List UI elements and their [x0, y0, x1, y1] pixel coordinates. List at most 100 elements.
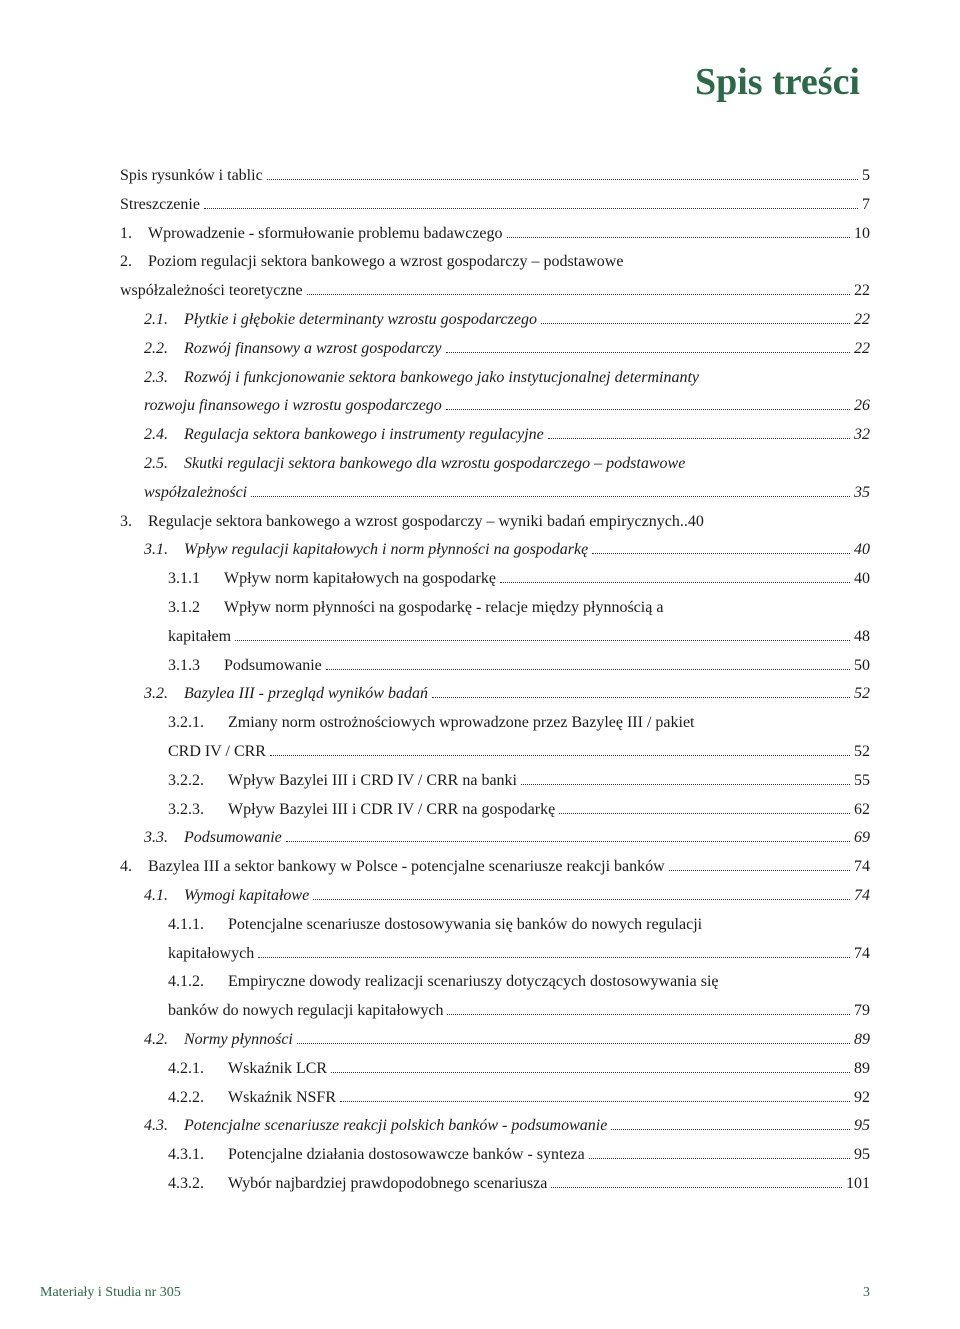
toc-text: kapitałowych — [168, 942, 254, 967]
toc-leader — [446, 409, 850, 410]
page-title: Spis treści — [120, 60, 860, 104]
toc-text: Podsumowanie — [224, 654, 322, 679]
toc-leader — [326, 669, 850, 670]
toc-entry: 3.1. Wpływ regulacji kapitałowych i norm… — [120, 538, 870, 563]
toc-entry: 4.1.1. Potencjalne scenariusze dostosowy… — [120, 913, 870, 938]
toc-entry: Streszczenie 7 — [120, 193, 870, 218]
toc-leader — [297, 1043, 850, 1044]
toc-page-number: 50 — [854, 654, 870, 679]
toc-page-number: 69 — [854, 826, 870, 851]
toc-number: 2.2. — [144, 337, 184, 362]
toc-text: współzależności teoretyczne — [120, 279, 303, 304]
toc-page-number: 101 — [846, 1172, 870, 1197]
toc-entry: 4.3.2. Wybór najbardziej prawdopodobnego… — [120, 1172, 870, 1197]
toc-number: 3.1.3 — [168, 654, 224, 679]
toc-number: 3.2.2. — [168, 769, 228, 794]
toc-leader — [251, 496, 850, 497]
toc-page-number: 89 — [854, 1028, 870, 1053]
toc-page-number: 22 — [854, 279, 870, 304]
toc-page-number: 74 — [854, 884, 870, 909]
toc-entry: 2.2. Rozwój finansowy a wzrost gospodarc… — [120, 337, 870, 362]
toc-page-number: 55 — [854, 769, 870, 794]
toc-entry: rozwoju finansowego i wzrostu gospodarcz… — [120, 394, 870, 419]
toc-page-number: 74 — [854, 855, 870, 880]
toc-entry: 3.1.1 Wpływ norm kapitałowych na gospoda… — [120, 567, 870, 592]
toc-page-number: 40 — [854, 538, 870, 563]
toc-text: Potencjalne scenariusze reakcji polskich… — [184, 1114, 607, 1139]
toc-number: 4.2.1. — [168, 1057, 228, 1082]
toc-number: 4.1.2. — [168, 970, 228, 995]
toc-page-number: 92 — [854, 1086, 870, 1111]
toc-leader — [313, 899, 850, 900]
toc-leader — [551, 1187, 842, 1188]
toc-text: Wpływ Bazylei III i CDR IV / CRR na gosp… — [228, 798, 555, 823]
toc-entry: 4.3.1. Potencjalne działania dostosowawc… — [120, 1143, 870, 1168]
toc-entry: 3. Regulacje sektora bankowego a wzrost … — [120, 510, 870, 535]
footer-page-number: 3 — [863, 1285, 870, 1301]
toc-text: współzależności — [144, 481, 247, 506]
toc-page-number: 48 — [854, 625, 870, 650]
toc-text: CRD IV / CRR — [168, 740, 266, 765]
toc-text: Podsumowanie — [184, 826, 282, 851]
toc-page-number: 26 — [854, 394, 870, 419]
toc-number: 3.2. — [144, 682, 184, 707]
toc-leader — [270, 755, 850, 756]
toc-number: 4.3.1. — [168, 1143, 228, 1168]
toc-text: Potencjalne scenariusze dostosowywania s… — [228, 913, 702, 938]
toc-entry: 4.2.2. Wskaźnik NSFR92 — [120, 1086, 870, 1111]
toc-entry: współzależności teoretyczne 22 — [120, 279, 870, 304]
toc-leader — [204, 208, 858, 209]
toc-page-number: 62 — [854, 798, 870, 823]
toc-text: Poziom regulacji sektora bankowego a wzr… — [148, 250, 623, 275]
toc-text: Skutki regulacji sektora bankowego dla w… — [184, 452, 685, 477]
toc-leader — [669, 870, 850, 871]
toc-text: Bazylea III - przegląd wyników badań — [184, 682, 428, 707]
table-of-contents: Spis rysunków i tablic5Streszczenie71. W… — [120, 164, 870, 1197]
toc-entry: 3.2.2. Wpływ Bazylei III i CRD IV / CRR … — [120, 769, 870, 794]
toc-text: Wpływ norm płynności na gospodarkę - rel… — [224, 596, 663, 621]
footer-left: Materiały i Studia nr 305 — [40, 1285, 181, 1301]
toc-entry: 4.2.1. Wskaźnik LCR89 — [120, 1057, 870, 1082]
toc-leader — [307, 294, 850, 295]
toc-leader — [331, 1072, 850, 1073]
toc-page-number: 40 — [688, 510, 704, 535]
toc-entry: 3.1.2 Wpływ norm płynności na gospodarkę… — [120, 596, 870, 621]
toc-text: Płytkie i głębokie determinanty wzrostu … — [184, 308, 537, 333]
toc-text: Empiryczne dowody realizacji scenariuszy… — [228, 970, 718, 995]
toc-number: 3.1.2 — [168, 596, 224, 621]
toc-entry: 1. Wprowadzenie - sformułowanie problemu… — [120, 222, 870, 247]
toc-text: Zmiany norm ostrożnościowych wprowadzone… — [228, 711, 695, 736]
toc-entry: 4.2. Normy płynności89 — [120, 1028, 870, 1053]
toc-number: 2. — [120, 250, 148, 275]
toc-leader — [611, 1129, 850, 1130]
toc-leader — [589, 1158, 850, 1159]
toc-leader — [258, 957, 850, 958]
toc-leader — [340, 1101, 850, 1102]
toc-number: 3. — [120, 510, 148, 535]
toc-number: 4.1.1. — [168, 913, 228, 938]
toc-text: Streszczenie — [120, 193, 200, 218]
toc-number: 3.2.3. — [168, 798, 228, 823]
toc-text: Regulacja sektora bankowego i instrument… — [184, 423, 544, 448]
toc-entry: 4.1.2. Empiryczne dowody realizacji scen… — [120, 970, 870, 995]
toc-number: 3.3. — [144, 826, 184, 851]
toc-text: rozwoju finansowego i wzrostu gospodarcz… — [144, 394, 442, 419]
toc-entry: 3.1.3 Podsumowanie 50 — [120, 654, 870, 679]
toc-number: 3.2.1. — [168, 711, 228, 736]
toc-text: Bazylea III a sektor bankowy w Polsce - … — [148, 855, 665, 880]
toc-text: Wybór najbardziej prawdopodobnego scenar… — [228, 1172, 547, 1197]
toc-page-number: 7 — [862, 193, 870, 218]
toc-leader — [521, 784, 850, 785]
toc-entry: 4.1. Wymogi kapitałowe74 — [120, 884, 870, 909]
toc-number: 2.5. — [144, 452, 184, 477]
toc-leader — [592, 553, 850, 554]
toc-number: 4.3.2. — [168, 1172, 228, 1197]
toc-number: 2.1. — [144, 308, 184, 333]
toc-leader — [267, 179, 858, 180]
toc-text: Spis rysunków i tablic — [120, 164, 263, 189]
toc-text: Wskaźnik NSFR — [228, 1086, 336, 1111]
toc-leader — [507, 237, 850, 238]
toc-text: Wskaźnik LCR — [228, 1057, 327, 1082]
toc-leader — [235, 640, 850, 641]
toc-page-number: 10 — [854, 222, 870, 247]
